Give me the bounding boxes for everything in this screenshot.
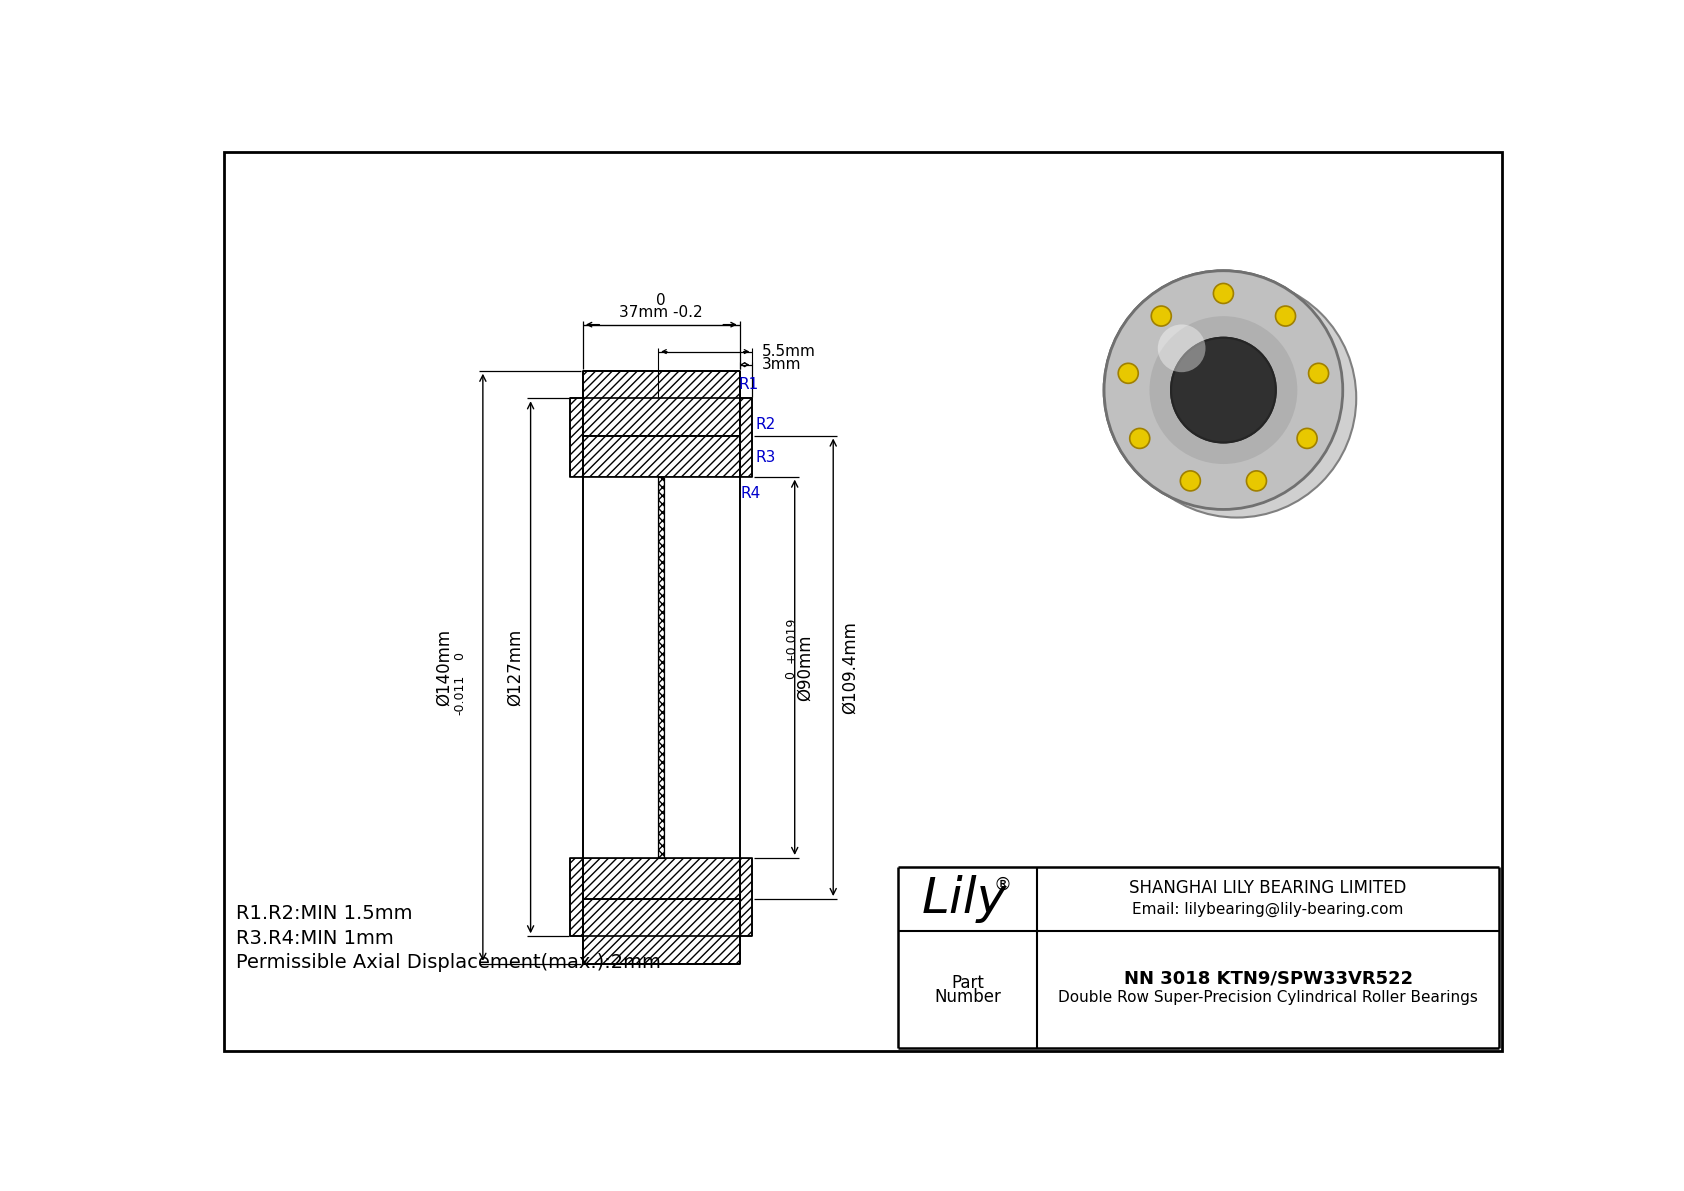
Text: R2: R2: [756, 417, 776, 431]
Text: Double Row Super-Precision Cylindrical Roller Bearings: Double Row Super-Precision Cylindrical R…: [1058, 990, 1479, 1005]
Text: R1.R2:MIN 1.5mm: R1.R2:MIN 1.5mm: [236, 904, 413, 923]
Circle shape: [1130, 429, 1150, 449]
Polygon shape: [583, 899, 739, 964]
Polygon shape: [583, 436, 739, 476]
Text: +0.019: +0.019: [785, 617, 797, 663]
Circle shape: [1118, 363, 1138, 384]
Circle shape: [1275, 306, 1295, 326]
Polygon shape: [571, 858, 583, 936]
Polygon shape: [583, 370, 739, 436]
Circle shape: [1150, 316, 1297, 464]
Text: Permissible Axial Displacement(max.):2mm: Permissible Axial Displacement(max.):2mm: [236, 954, 662, 973]
Text: 0: 0: [785, 672, 797, 679]
Text: -0.011: -0.011: [453, 675, 466, 716]
Text: R3.R4:MIN 1mm: R3.R4:MIN 1mm: [236, 929, 394, 948]
Text: R3: R3: [756, 450, 776, 464]
Circle shape: [1308, 363, 1329, 384]
Circle shape: [1170, 338, 1276, 442]
Text: 0: 0: [453, 651, 466, 660]
Polygon shape: [658, 476, 665, 858]
Circle shape: [1105, 270, 1342, 510]
Text: 37mm -0.2: 37mm -0.2: [620, 305, 704, 320]
Text: Ø90mm: Ø90mm: [797, 634, 813, 700]
Text: ®: ®: [994, 877, 1010, 894]
Polygon shape: [583, 858, 739, 899]
Text: 0: 0: [657, 293, 667, 307]
Text: Ø140mm: Ø140mm: [436, 629, 453, 706]
Circle shape: [1297, 429, 1317, 449]
Text: SHANGHAI LILY BEARING LIMITED: SHANGHAI LILY BEARING LIMITED: [1130, 879, 1406, 897]
Text: 5.5mm: 5.5mm: [761, 344, 815, 360]
Polygon shape: [739, 398, 753, 476]
Text: Ø127mm: Ø127mm: [507, 629, 524, 706]
Circle shape: [1246, 470, 1266, 491]
Text: Lily: Lily: [921, 875, 1007, 923]
Polygon shape: [571, 476, 658, 858]
Circle shape: [1159, 324, 1206, 373]
Circle shape: [1170, 338, 1276, 442]
Text: Email: lilybearing@lily-bearing.com: Email: lilybearing@lily-bearing.com: [1132, 903, 1404, 917]
Circle shape: [1105, 270, 1342, 510]
Text: R4: R4: [741, 486, 761, 501]
Polygon shape: [571, 398, 583, 476]
Circle shape: [1100, 267, 1347, 513]
Circle shape: [1152, 306, 1172, 326]
Text: NN 3018 KTN9/SPW33VR522: NN 3018 KTN9/SPW33VR522: [1123, 969, 1413, 987]
Text: Number: Number: [935, 989, 1002, 1006]
Circle shape: [1118, 279, 1356, 518]
Polygon shape: [665, 476, 753, 858]
Text: R1: R1: [738, 378, 758, 392]
Text: Ø109.4mm: Ø109.4mm: [840, 621, 859, 713]
Polygon shape: [739, 858, 753, 936]
Circle shape: [1214, 283, 1233, 304]
Text: 3mm: 3mm: [761, 357, 802, 372]
Circle shape: [1180, 470, 1201, 491]
Circle shape: [1170, 338, 1276, 442]
Text: Part: Part: [951, 974, 983, 992]
